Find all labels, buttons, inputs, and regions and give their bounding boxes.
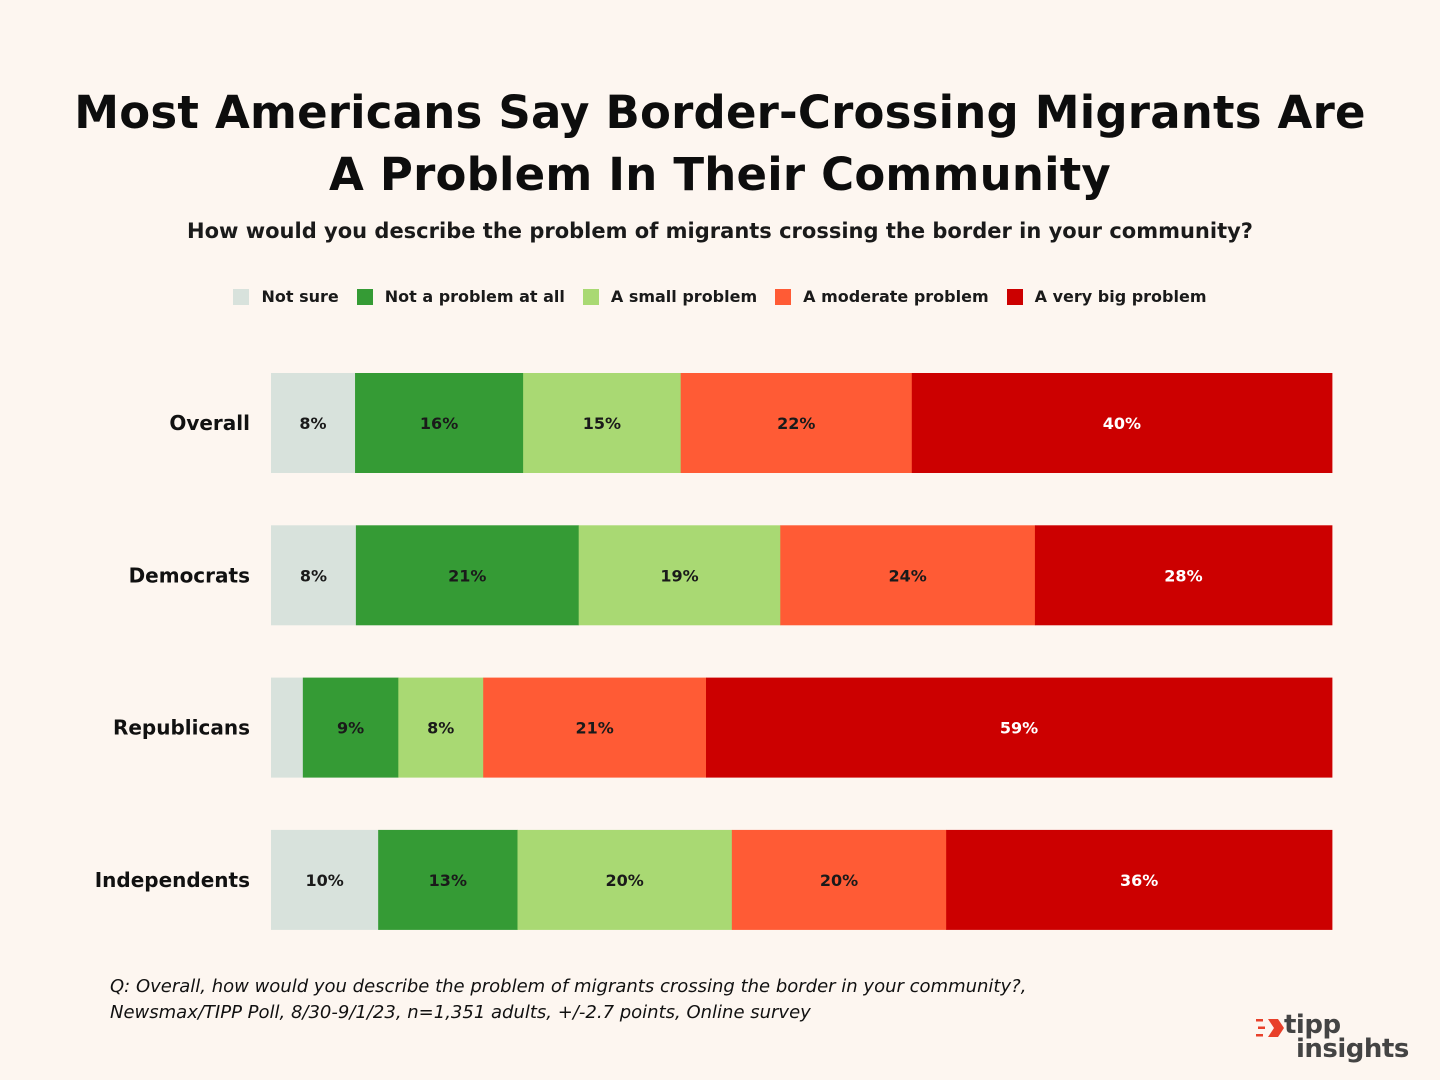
chart-title-line-1: Most Americans Say Border-Crossing Migra…	[74, 86, 1366, 139]
category-label-overall: Overall	[169, 411, 250, 435]
logo-mark-icon	[1256, 1019, 1284, 1037]
data-label-overall-series-2: 15%	[583, 414, 621, 433]
bar-independents-series-0	[271, 829, 379, 930]
bar-democrats-series-1	[355, 525, 580, 626]
legend-label-small-problem: A small problem	[610, 287, 758, 306]
footnote-line-1: Q: Overall, how would you describe the p…	[110, 976, 1027, 997]
data-label-independents-series-2: 20%	[606, 871, 644, 890]
legend-label-not-a-problem: Not a problem at all	[384, 287, 565, 306]
bar-republicans-series-3	[483, 677, 707, 778]
legend-item-very-big-problem: A very big problem	[1006, 287, 1207, 306]
legend-swatch-moderate-problem	[775, 288, 792, 305]
data-label-republicans-series-3: 21%	[575, 719, 613, 738]
data-label-independents-series-3: 20%	[820, 871, 858, 890]
category-label-republicans: Republicans	[113, 716, 250, 740]
data-label-democrats-series-1: 21%	[448, 566, 486, 585]
category-label-democrats: Democrats	[129, 563, 250, 587]
data-label-independents-series-4: 36%	[1120, 871, 1158, 890]
data-label-democrats-series-2: 19%	[660, 566, 698, 585]
data-label-democrats-series-4: 28%	[1164, 566, 1202, 585]
bar-democrats-series-3	[780, 525, 1036, 626]
data-label-republicans-series-4: 59%	[1000, 719, 1038, 738]
footnote: Q: Overall, how would you describe the p…	[110, 974, 1026, 1026]
legend-item-not-sure: Not sure	[233, 287, 339, 306]
bar-independents-series-3	[731, 829, 947, 930]
data-label-overall-series-4: 40%	[1103, 414, 1141, 433]
footnote-line-2: Newsmax/TIPP Poll, 8/30-9/1/23, n=1,351 …	[110, 1002, 811, 1023]
legend-item-moderate-problem: A moderate problem	[775, 287, 989, 306]
legend-label-moderate-problem: A moderate problem	[803, 287, 989, 306]
bar-democrats-series-2	[578, 525, 781, 626]
bar-democrats-series-0	[271, 525, 357, 626]
data-label-overall-series-3: 22%	[777, 414, 815, 433]
data-label-democrats-series-0: 8%	[300, 566, 327, 585]
data-label-overall-series-0: 8%	[299, 414, 326, 433]
legend-swatch-small-problem	[582, 288, 599, 305]
category-label-independents: Independents	[95, 868, 250, 892]
legend-swatch-not-a-problem	[356, 288, 373, 305]
tipp-insights-logo: tipp insights	[1256, 1010, 1416, 1068]
bar-republicans-series-4	[706, 677, 1333, 778]
bar-independents-series-4	[946, 829, 1333, 930]
bar-overall-series-2	[523, 373, 682, 473]
legend-label-very-big-problem: A very big problem	[1034, 287, 1207, 306]
chart-subtitle: How would you describe the problem of mi…	[187, 219, 1253, 243]
data-label-independents-series-0: 10%	[305, 871, 343, 890]
bar-overall-series-0	[271, 373, 356, 473]
legend-label-not-sure: Not sure	[261, 287, 339, 306]
bar-overall-series-4	[911, 373, 1333, 473]
bar-republicans-series-0	[271, 677, 304, 778]
bar-overall-series-3	[680, 373, 913, 473]
bar-republicans-series-1	[302, 677, 399, 778]
logo-text-insights: insights	[1296, 1034, 1409, 1064]
bar-democrats-series-4	[1034, 525, 1333, 626]
bar-republicans-series-2	[398, 677, 484, 778]
chart-legend: Not sure Not a problem at all A small pr…	[0, 287, 1440, 306]
data-label-overall-series-1: 16%	[420, 414, 458, 433]
logo-text-tipp: tipp	[1284, 1010, 1341, 1040]
legend-swatch-not-sure	[233, 288, 250, 305]
bar-independents-series-2	[517, 829, 733, 930]
data-label-republicans-series-2: 8%	[427, 719, 454, 738]
data-label-independents-series-1: 13%	[429, 871, 467, 890]
bar-independents-series-1	[378, 829, 518, 930]
legend-item-not-a-problem: Not a problem at all	[356, 287, 565, 306]
data-label-republicans-series-1: 9%	[337, 719, 364, 738]
chart-title: Most Americans Say Border-Crossing Migra…	[0, 82, 1440, 206]
legend-swatch-very-big-problem	[1006, 288, 1023, 305]
data-label-democrats-series-3: 24%	[888, 566, 926, 585]
bar-overall-series-1	[355, 373, 524, 473]
chart-title-line-2: A Problem In Their Community	[329, 148, 1111, 201]
legend-item-small-problem: A small problem	[582, 287, 758, 306]
